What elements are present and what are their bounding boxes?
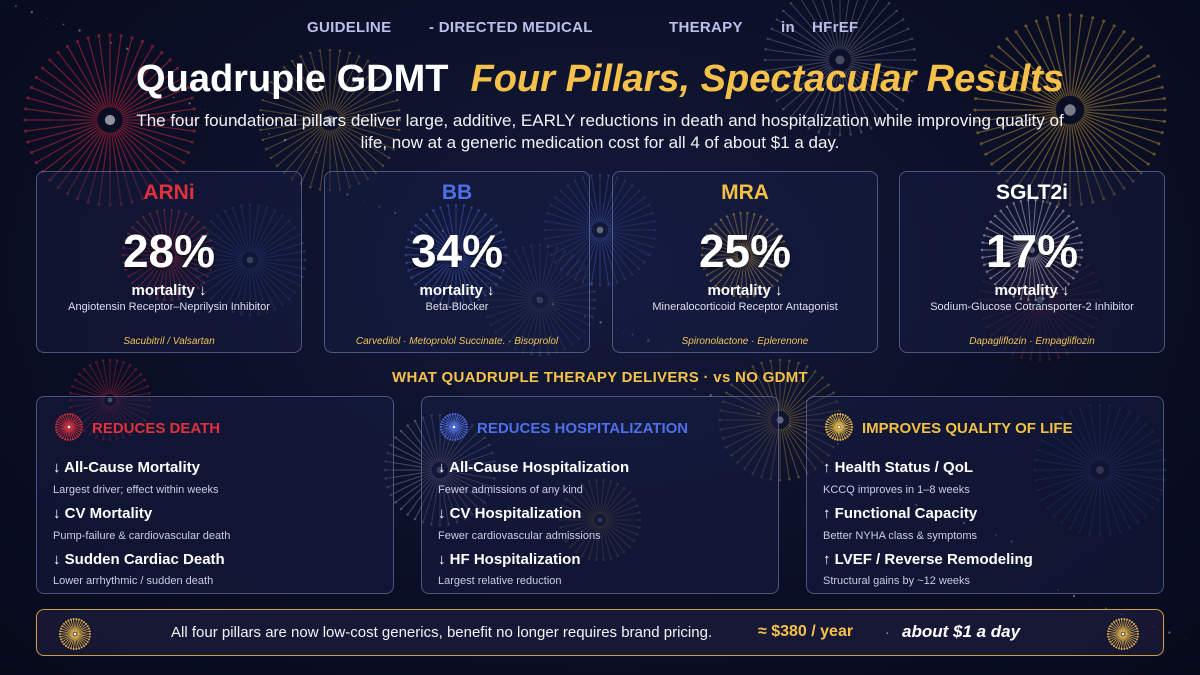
benefit-item-desc: Lower arrhythmic / sudden death [53, 575, 214, 587]
benefit-item-desc: Fewer admissions of any kind [438, 484, 583, 496]
firework-icon [54, 413, 84, 441]
benefit-heading: REDUCES HOSPITALIZATION [477, 420, 689, 437]
pillar-metric: mortality ↓ [994, 282, 1070, 299]
pillar-name: SGLT2i [996, 181, 1068, 204]
pillar-card-mra: MRA 25% mortality ↓ Mineralocorticoid Re… [612, 171, 878, 353]
pillar-name: BB [441, 181, 473, 204]
benefit-item-desc: Fewer cardiovascular admissions [438, 530, 601, 542]
pillar-card-arni: ARNi 28% mortality ↓ Angiotensin Recepto… [36, 171, 302, 353]
eyebrow-word: GUIDELINE [307, 19, 392, 36]
benefit-item-title: ↓ CV Hospitalization [438, 505, 582, 522]
pillar-drugs: Dapagliflozin · Empagliflozin [969, 336, 1095, 347]
pillar-drugs: Sacubitril / Valsartan [123, 336, 215, 347]
pillar-percentage: 34% [410, 225, 504, 277]
pillar-percentage: 25% [698, 225, 792, 277]
eyebrow-word: THERAPY [669, 19, 743, 36]
pillar-metric: mortality ↓ [707, 282, 783, 299]
benefit-item-title: ↑ LVEF / Reverse Remodeling [823, 551, 1033, 568]
daily-price: about $1 a day [902, 622, 1021, 641]
pillar-drugs: Spironolactone · Eplerenone [681, 336, 809, 347]
eyebrow-line: GUIDELINE - DIRECTED MEDICAL THERAPY in … [0, 19, 1200, 37]
page-title: Quadruple GDMT Four Pillars, Spectacular … [0, 56, 1200, 102]
title-accent: Four Pillars, Spectacular Results [470, 58, 1064, 100]
section-heading: WHAT QUADRUPLE THERAPY DELIVERS · vs NO … [391, 369, 808, 386]
benefit-item-desc: KCCQ improves in 1–8 weeks [823, 484, 970, 496]
pillar-full-name: Angiotensin Receptor–Neprilysin Inhibito… [68, 301, 270, 313]
benefit-card-hospitalization: REDUCES HOSPITALIZATION ↓ All-Cause Hosp… [421, 396, 779, 594]
pillar-percentage: 28% [122, 225, 216, 277]
cost-banner-text: All four pillars are now low-cost generi… [171, 624, 713, 641]
benefit-item-title: ↓ All-Cause Hospitalization [438, 459, 630, 476]
pillar-full-name: Sodium-Glucose Cotransporter-2 Inhibitor [930, 301, 1134, 313]
pillar-card-bb: BB 34% mortality ↓ Beta-Blocker Carvedil… [324, 171, 590, 353]
benefit-item-title: ↓ CV Mortality [53, 505, 153, 522]
annual-price: ≈ $380 / year [758, 623, 854, 640]
pillar-metric: mortality ↓ [419, 282, 495, 299]
pillar-percentage: 17% [985, 225, 1079, 277]
pillar-name: ARNi [143, 181, 195, 204]
pillar-full-name: Beta-Blocker [425, 301, 489, 313]
benefit-card-death: REDUCES DEATH ↓ All-Cause Mortality Larg… [36, 396, 394, 594]
benefit-heading: IMPROVES QUALITY OF LIFE [862, 420, 1073, 437]
benefit-item-title: ↓ HF Hospitalization [438, 551, 581, 568]
pillar-name: MRA [721, 181, 769, 204]
pillar-drugs: Carvedilol · Metoprolol Succinate. · Bis… [355, 336, 559, 347]
benefit-heading: REDUCES DEATH [92, 420, 221, 437]
benefit-item-desc: Largest relative reduction [438, 575, 562, 587]
pillar-full-name: Mineralocorticoid Receptor Antagonist [652, 301, 838, 313]
eyebrow-word: - DIRECTED MEDICAL [429, 19, 593, 36]
benefit-item-title: ↓ All-Cause Mortality [53, 459, 200, 476]
firework-icon [824, 413, 854, 441]
page-subtitle: The four foundational pillars deliver la… [136, 111, 1064, 152]
benefit-item-desc: Structural gains by ~12 weeks [823, 575, 971, 587]
firework-icon [58, 618, 92, 650]
title-main: Quadruple GDMT [136, 58, 449, 100]
pillar-metric: mortality ↓ [131, 282, 207, 299]
benefit-item-desc: Pump-failure & cardiovascular death [53, 530, 231, 542]
eyebrow-word: HFrEF [812, 19, 859, 36]
benefit-card-quality-of-life: IMPROVES QUALITY OF LIFE ↑ Health Status… [806, 396, 1164, 594]
benefit-item-title: ↑ Functional Capacity [823, 505, 978, 522]
separator-dot: · [885, 624, 890, 640]
benefit-item-title: ↓ Sudden Cardiac Death [53, 551, 225, 568]
firework-icon [439, 413, 469, 441]
benefit-item-desc: Better NYHA class & symptoms [823, 530, 978, 542]
benefit-item-desc: Largest driver; effect within weeks [53, 484, 219, 496]
benefit-item-title: ↑ Health Status / QoL [823, 459, 974, 476]
eyebrow-word: in [781, 19, 795, 36]
cost-banner: All four pillars are now low-cost generi… [36, 609, 1164, 656]
firework-icon [1106, 618, 1140, 650]
pillar-card-sglt2i: SGLT2i 17% mortality ↓ Sodium-Glucose Co… [899, 171, 1165, 353]
